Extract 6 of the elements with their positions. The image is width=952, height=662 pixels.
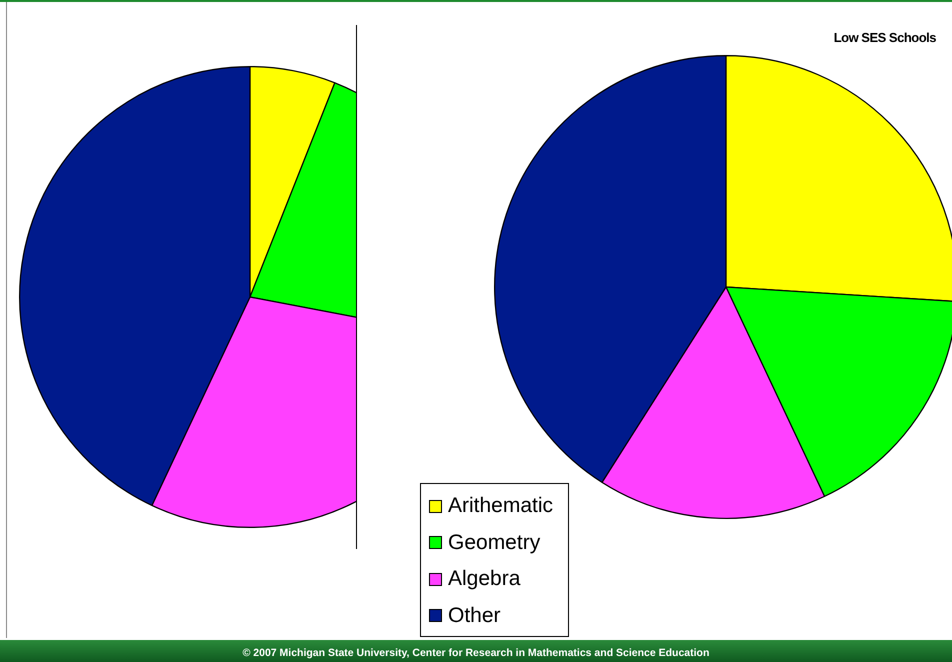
legend-label: Geometry [448, 530, 540, 555]
chart-title: Low SES Schools [834, 30, 936, 45]
legend-label: Algebra [448, 567, 520, 592]
legend-label: Arithematic [448, 494, 554, 518]
legend-label: Other [448, 604, 501, 628]
text: © 2007 Michigan State University, Center for Research in Mathematics and Science Education [0, 640, 952, 662]
